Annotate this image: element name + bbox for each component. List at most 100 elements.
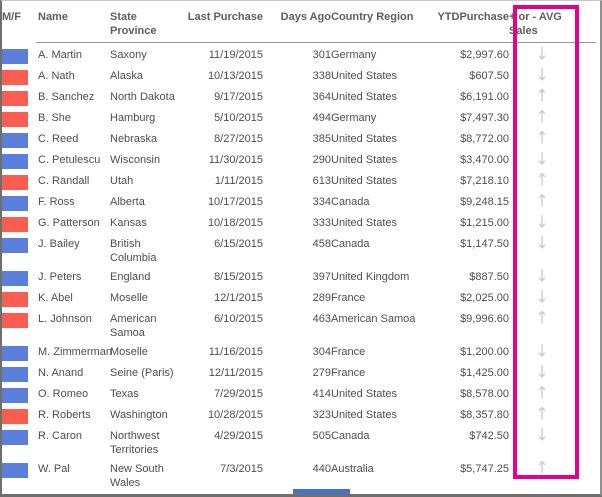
mf-cell [2,363,38,384]
name-cell: G. Patterson [38,217,100,229]
last-purchase-cell: 11/16/2015 [208,346,263,358]
avg-sales-cell: ↓ [509,234,575,254]
ytd-purchase-cell: $887.50 [469,271,509,283]
name-cell: F. Ross [38,196,75,208]
name-cell: Y. Sharma [38,492,110,494]
country-region-cell: United States [331,217,398,229]
mf-cell [2,108,38,129]
name-cell: B. Sanchez [38,91,95,103]
table-row[interactable]: J. Bailey British Columbia 6/15/2015 458 Can… [2,234,600,267]
days-ago-cell: 463 [312,313,331,325]
table-row[interactable]: G. Patterson Kansas 10/18/2015 333 United St… [2,213,600,234]
state-province-cell: Moselle [110,346,148,358]
column-header-name[interactable]: Name [38,11,68,23]
mf-cell [2,129,38,150]
days-ago-cell: 279 [312,367,331,379]
table-row[interactable]: R. Roberts Washington 10/28/2015 323 United … [2,405,600,426]
column-header-country-region[interactable]: Country Region [331,11,414,23]
last-purchase-cell: 11/19/2015 [208,49,263,61]
days-ago-cell: 458 [312,238,331,250]
gender-color-swatch [2,217,28,232]
days-ago-cell: 323 [312,409,331,421]
state-province-cell: Nebraska [110,133,158,145]
gender-color-swatch [2,346,28,361]
country-region-cell: Germany [331,49,377,61]
avg-sales-cell: ↓ [509,492,575,494]
horizontal-scrollbar-thumb[interactable] [293,489,350,494]
last-purchase-cell: 12/11/2015 [208,367,263,379]
avg-sales-cell: ↓ [509,342,575,362]
last-purchase-cell: 8/15/2015 [214,271,263,283]
table-row[interactable]: R. Caron Northwest Territories 4/29/2015 50… [2,426,600,459]
avg-sales-cell: ↓ [509,426,575,446]
gender-color-swatch [2,367,28,382]
mf-cell [2,171,38,192]
country-region-cell: United States [331,409,398,421]
down-arrow-icon: ↓ [535,232,549,254]
column-header-state-province[interactable]: State Province [110,11,157,37]
gender-color-swatch [2,430,28,445]
ytd-purchase-cell: $607.50 [469,70,509,82]
state-province-cell: Saxony [110,49,147,61]
table-row[interactable]: Y. SharmaMicronesia8/23/2015389Micronesi… [2,492,600,494]
name-cell: B. She [38,112,72,124]
table-row[interactable]: N. Anand Seine (Paris) 12/11/2015 279 France… [2,363,600,384]
ytd-purchase-cell: $8,357.80 [460,409,509,421]
column-header-avg-sales[interactable]: + or - AVG Sales [509,11,562,37]
up-arrow-icon: ↑ [535,382,549,404]
table-row[interactable]: K. Abel Moselle 12/1/2015 289 France $2,025.0… [2,288,600,309]
name-cell: A. Nath [38,70,75,82]
country-region-cell: France [331,346,366,358]
table-row[interactable]: L. Johnson American Samoa 6/10/2015 463 Amer… [2,309,600,342]
column-header-last-purchase[interactable]: Last Purchase [187,11,263,23]
table-row[interactable]: J. Peters England 8/15/2015 397 United Kingd… [2,267,600,288]
column-header-mf[interactable]: M/F [2,11,21,23]
mf-cell [2,459,38,480]
ytd-purchase-cell: $742.50 [469,430,509,442]
table-row[interactable]: B. Sanchez North Dakota 9/17/2015 364 United… [2,87,600,108]
table-row[interactable]: C. Reed Nebraska 8/27/2015 385 United States… [2,129,600,150]
country-region-cell: United States [331,154,398,166]
table-row[interactable]: C. Randall Utah 1/11/2015 613 United States $… [2,171,600,192]
table-row[interactable]: B. She Hamburg 5/10/2015 494 Germany $7,497.3… [2,108,600,129]
down-arrow-icon: ↓ [535,43,549,65]
avg-sales-cell: ↓ [509,288,575,308]
last-purchase-cell: 10/18/2015 [207,217,263,229]
country-region-cell: Canada [331,430,370,442]
gender-color-swatch [2,154,28,169]
table-row[interactable]: F. Ross Alberta 10/17/2015 334 Canada $9,248.… [2,192,600,213]
name-cell: R. Caron [38,430,83,442]
avg-sales-cell: ↑ [509,309,575,329]
days-ago-cell: 334 [312,196,331,208]
table-row[interactable]: A. Martin Saxony 11/19/2015 301 Germany $2,99… [2,45,600,66]
ytd-purchase-cell: $1,215.00 [460,217,509,229]
days-ago-cell: 364 [312,91,331,103]
mf-cell [2,66,38,87]
avg-sales-cell: ↓ [509,213,575,233]
ytd-purchase-cell: $9,248.15 [460,196,509,208]
up-arrow-icon: ↑ [535,403,549,425]
column-header-days-ago[interactable]: Days Ago [280,11,331,23]
table-row[interactable]: O. Romeo Texas 7/29/2015 414 United States $8… [2,384,600,405]
name-cell: K. Abel [38,292,73,304]
table-row[interactable]: C. Petulescu Wisconsin 11/30/2015 290 United… [2,150,600,171]
table-body: A. Martin Saxony 11/19/2015 301 Germany $2,99… [2,45,600,494]
ytd-purchase-cell: $9,996.60 [460,313,509,325]
column-header-ytd-purchase[interactable]: YTDPurchase [437,11,509,23]
table-row[interactable]: M. Zimmerman Moselle 11/16/2015 304 France $1… [2,342,600,363]
avg-sales-cell: ↑ [509,129,575,149]
last-purchase-cell: 7/3/2015 [220,463,263,475]
avg-sales-cell: ↑ [509,192,575,212]
down-arrow-icon: ↓ [535,64,549,86]
table-row[interactable]: W. Pal New South Wales 7/3/2015 440 Australi… [2,459,600,492]
state-province-cell: Wisconsin [110,154,161,166]
table-row[interactable]: A. Nath Alaska 10/13/2015 338 United States $… [2,66,600,87]
name-cell: C. Reed [38,133,79,145]
mf-cell [2,426,38,447]
last-purchase-cell: 8/23/2015 [185,492,263,494]
last-purchase-cell: 6/15/2015 [214,238,263,250]
country-region-cell: United States [331,91,398,103]
state-province-cell: Utah [110,175,134,187]
country-region-cell: United States [331,70,398,82]
